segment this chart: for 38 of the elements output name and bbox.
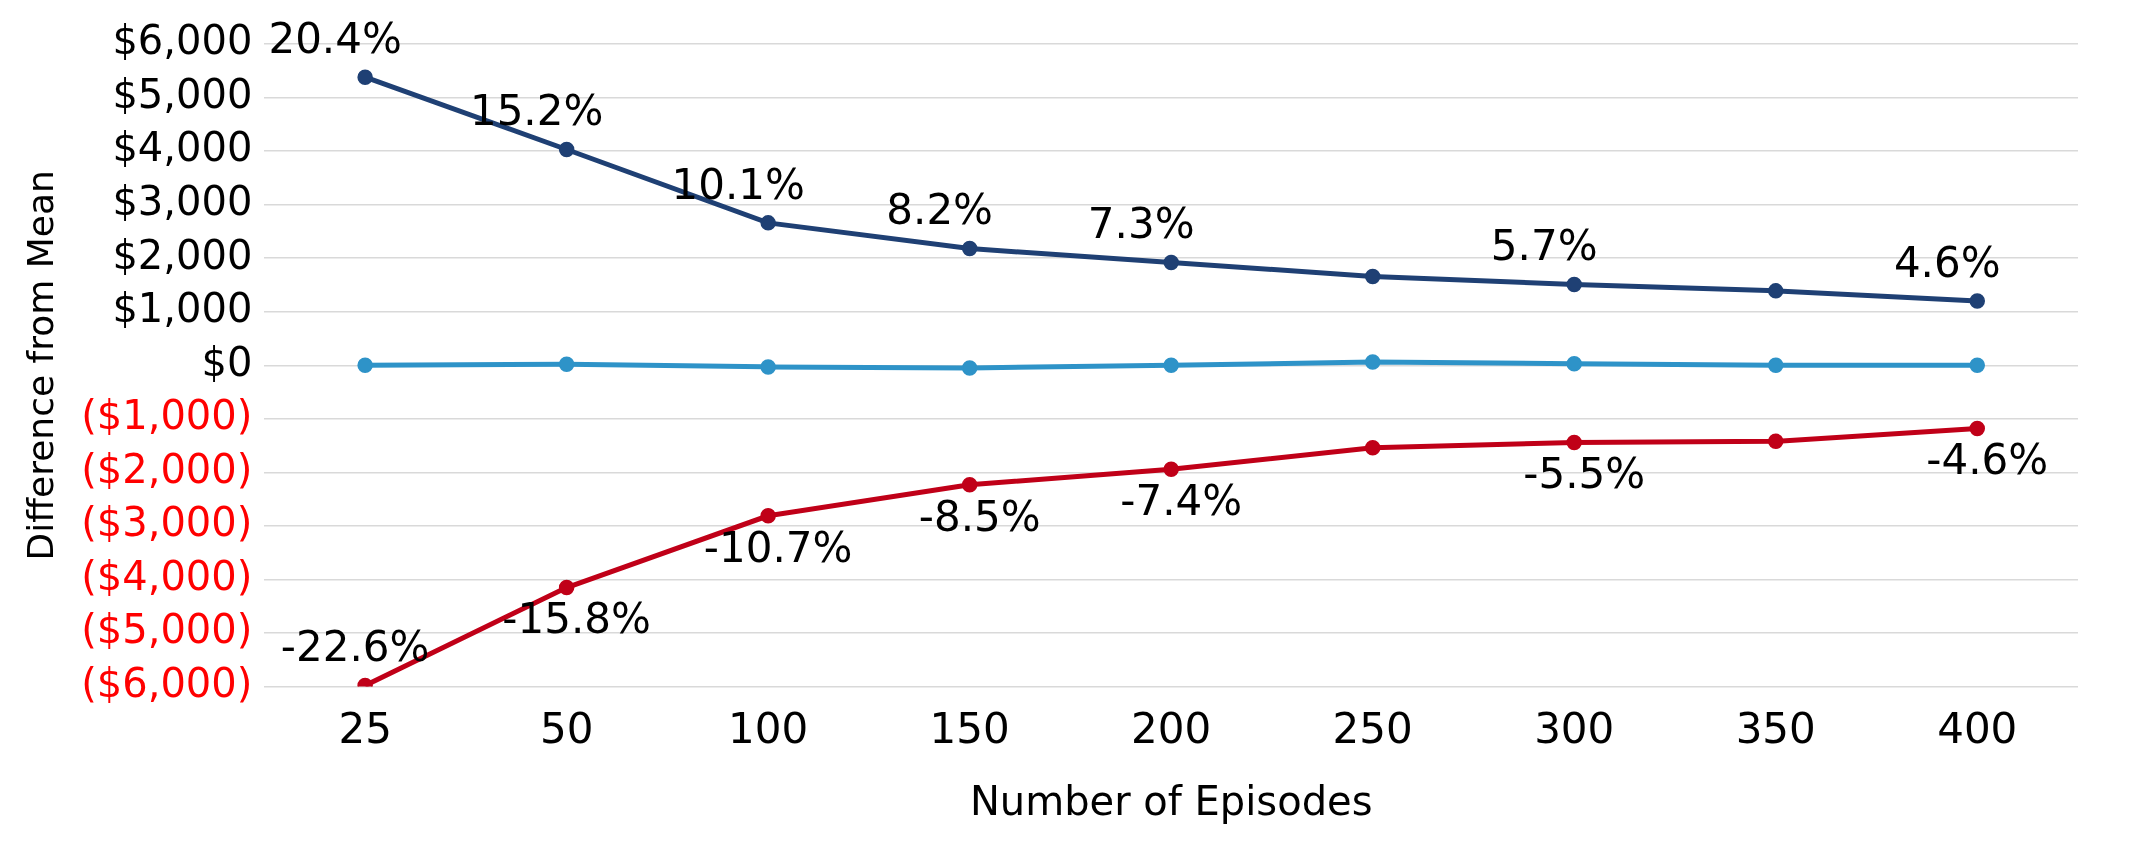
y-tick-label: ($5,000): [81, 606, 253, 653]
annotation: 8.2%: [886, 185, 994, 235]
y-tick-label: $5,000: [112, 70, 253, 117]
x-tick-label: 200: [1131, 703, 1212, 753]
annotation: -8.5%: [918, 491, 1041, 541]
x-tick-label: 100: [728, 703, 809, 753]
y-tick-label: $2,000: [112, 231, 253, 278]
annotation: -7.4%: [1120, 476, 1243, 526]
y-tick-label: ($6,000): [81, 659, 253, 706]
annotation: -4.6%: [1926, 435, 2049, 485]
annotation: -10.7%: [703, 522, 853, 572]
annotation: -22.6%: [280, 622, 430, 672]
y-tick-label: $6,000: [112, 17, 253, 64]
x-tick-label: 25: [338, 703, 392, 753]
x-tick-label: 250: [1332, 703, 1413, 753]
y-tick-label: ($2,000): [81, 445, 253, 492]
y-tick-label: $0: [201, 338, 253, 385]
x-tick-label: 150: [929, 703, 1010, 753]
annotation: -5.5%: [1523, 449, 1646, 499]
annotation: 7.3%: [1087, 199, 1195, 249]
annotation: 4.6%: [1893, 237, 2001, 287]
x-tick-label: 400: [1937, 703, 2018, 753]
annotation: -15.8%: [502, 594, 651, 644]
y-tick-label: $3,000: [112, 178, 253, 225]
y-tick-label: $1,000: [112, 285, 253, 332]
y-tick-label: ($4,000): [81, 552, 253, 599]
annotation: 10.1%: [671, 159, 805, 209]
y-tick-label: ($1,000): [81, 392, 253, 439]
x-tick-label: 300: [1534, 703, 1615, 753]
x-axis-title: Number of Episodes: [969, 778, 1373, 825]
x-tick-label: 50: [539, 703, 594, 753]
annotation: 15.2%: [469, 86, 604, 136]
y-tick-label: ($3,000): [81, 499, 253, 546]
annotation: 5.7%: [1490, 221, 1598, 271]
annotation: 20.4%: [268, 14, 402, 64]
y-tick-label: $4,000: [112, 124, 253, 171]
x-tick-label: 350: [1735, 703, 1816, 753]
y-axis-title: Difference from Mean: [19, 170, 61, 561]
